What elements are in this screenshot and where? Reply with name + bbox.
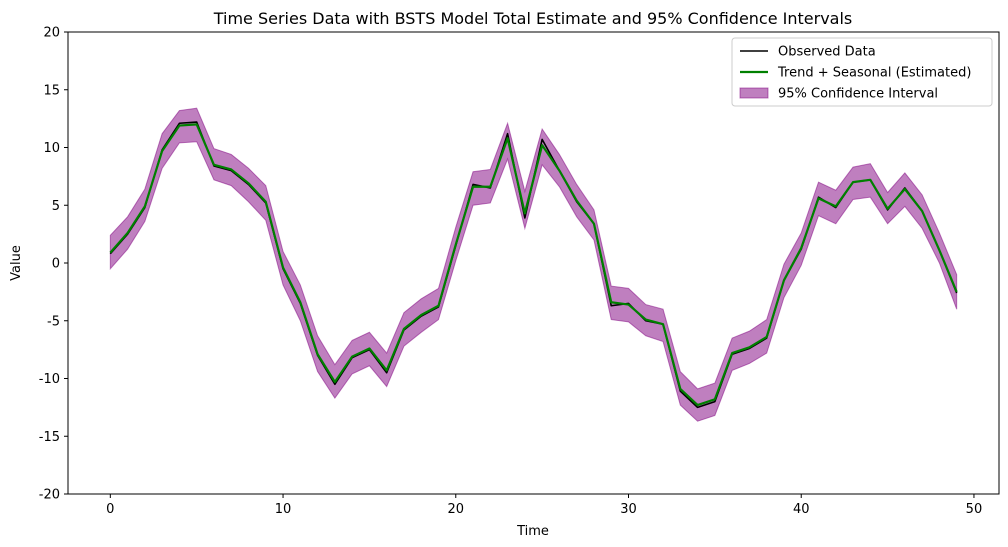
- plot-area: 0 10 20 30 40 50 -20 -15 -10 -5 0 5 10 15 20: [39, 26, 1000, 517]
- chart-title: Time Series Data with BSTS Model Total E…: [213, 9, 853, 28]
- x-tick-label: 20: [447, 502, 464, 517]
- x-tick-label: 40: [793, 502, 810, 517]
- estimated-trend-line: [109, 123, 958, 407]
- y-tick-label: 10: [43, 141, 60, 156]
- x-tick-label: 0: [106, 502, 114, 517]
- legend-swatch-confidence: [739, 87, 769, 99]
- y-tick-label: -15: [39, 430, 60, 445]
- legend: Observed Data Trend + Seasonal (Estimated…: [731, 37, 993, 107]
- y-tick-label: 5: [52, 199, 60, 214]
- y-axis-label: Value: [9, 245, 24, 281]
- x-tick-label: 10: [275, 502, 292, 517]
- legend-label: 95% Confidence Interval: [778, 87, 938, 102]
- x-tick-label: 30: [620, 502, 637, 517]
- y-tick-label: 0: [52, 257, 60, 272]
- x-tick-label: 50: [966, 502, 983, 517]
- y-tick-label: -10: [39, 372, 60, 387]
- legend-label: Observed Data: [778, 45, 876, 60]
- x-axis-label: Time: [516, 524, 549, 539]
- legend-label: Trend + Seasonal (Estimated): [777, 66, 971, 81]
- y-tick-label: 20: [43, 26, 60, 41]
- y-tick-label: 15: [43, 83, 60, 98]
- y-tick-label: -20: [39, 488, 60, 503]
- y-tick-label: -5: [47, 314, 60, 329]
- confidence-band: [109, 107, 958, 422]
- legend-box: [731, 37, 993, 107]
